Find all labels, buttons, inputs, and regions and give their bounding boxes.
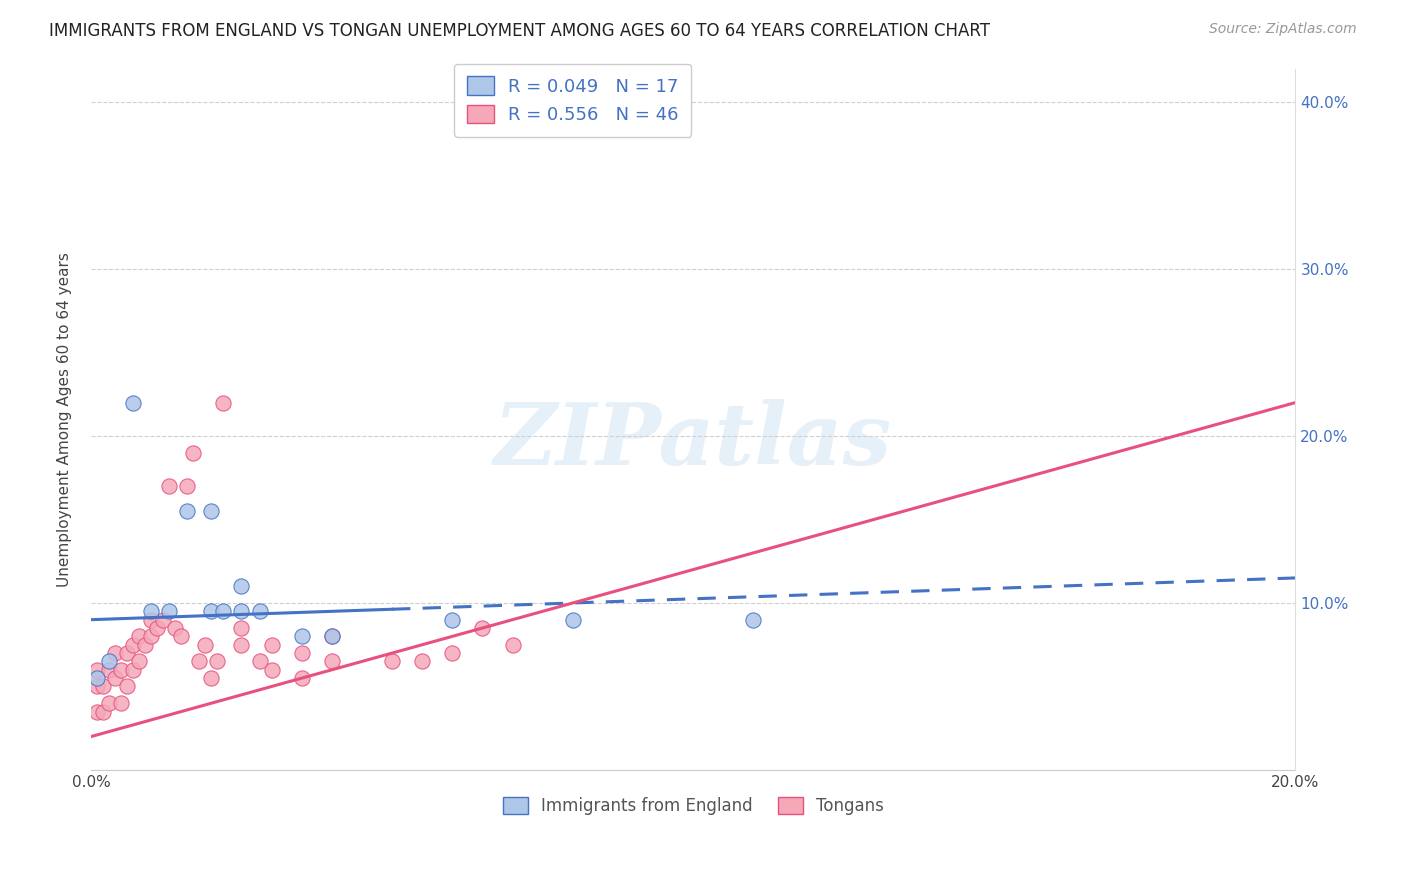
Point — [411, 655, 433, 669]
Point — [321, 629, 343, 643]
Point — [110, 663, 132, 677]
Y-axis label: Unemployment Among Ages 60 to 64 years: Unemployment Among Ages 60 to 64 years — [58, 252, 72, 587]
Point — [91, 705, 114, 719]
Point — [321, 655, 343, 669]
Point — [157, 604, 180, 618]
Point — [122, 395, 145, 409]
Point — [91, 680, 114, 694]
Point — [200, 604, 222, 618]
Point — [86, 680, 108, 694]
Legend: Immigrants from England, Tongans: Immigrants from England, Tongans — [492, 787, 894, 825]
Point — [134, 638, 156, 652]
Point — [231, 638, 253, 652]
Point — [231, 621, 253, 635]
Point — [249, 604, 271, 618]
Text: IMMIGRANTS FROM ENGLAND VS TONGAN UNEMPLOYMENT AMONG AGES 60 TO 64 YEARS CORRELA: IMMIGRANTS FROM ENGLAND VS TONGAN UNEMPL… — [49, 22, 990, 40]
Point — [291, 629, 314, 643]
Point — [128, 629, 150, 643]
Point — [104, 671, 127, 685]
Text: ZIPatlas: ZIPatlas — [494, 399, 893, 482]
Point — [321, 629, 343, 643]
Point — [471, 621, 494, 635]
Point — [260, 638, 283, 652]
Point — [381, 655, 404, 669]
Point — [441, 646, 464, 660]
Point — [165, 621, 187, 635]
Point — [181, 445, 204, 459]
Point — [260, 663, 283, 677]
Point — [291, 671, 314, 685]
Point — [170, 629, 193, 643]
Point — [200, 671, 222, 685]
Point — [115, 646, 138, 660]
Point — [212, 604, 235, 618]
Point — [561, 613, 583, 627]
Point — [122, 638, 145, 652]
Point — [86, 671, 108, 685]
Point — [141, 629, 163, 643]
Point — [104, 646, 127, 660]
Point — [231, 604, 253, 618]
Point — [249, 655, 271, 669]
Point — [194, 638, 217, 652]
Point — [98, 696, 121, 710]
Point — [157, 479, 180, 493]
Point — [207, 655, 229, 669]
Point — [176, 504, 198, 518]
Point — [742, 613, 765, 627]
Point — [98, 655, 121, 669]
Point — [212, 395, 235, 409]
Point — [122, 663, 145, 677]
Point — [152, 613, 174, 627]
Point — [128, 655, 150, 669]
Point — [141, 604, 163, 618]
Point — [86, 705, 108, 719]
Point — [200, 504, 222, 518]
Point — [146, 621, 169, 635]
Point — [231, 579, 253, 593]
Text: Source: ZipAtlas.com: Source: ZipAtlas.com — [1209, 22, 1357, 37]
Point — [441, 613, 464, 627]
Point — [291, 646, 314, 660]
Point — [86, 663, 108, 677]
Point — [188, 655, 211, 669]
Point — [110, 696, 132, 710]
Point — [98, 663, 121, 677]
Point — [502, 638, 524, 652]
Point — [141, 613, 163, 627]
Point — [115, 680, 138, 694]
Point — [176, 479, 198, 493]
